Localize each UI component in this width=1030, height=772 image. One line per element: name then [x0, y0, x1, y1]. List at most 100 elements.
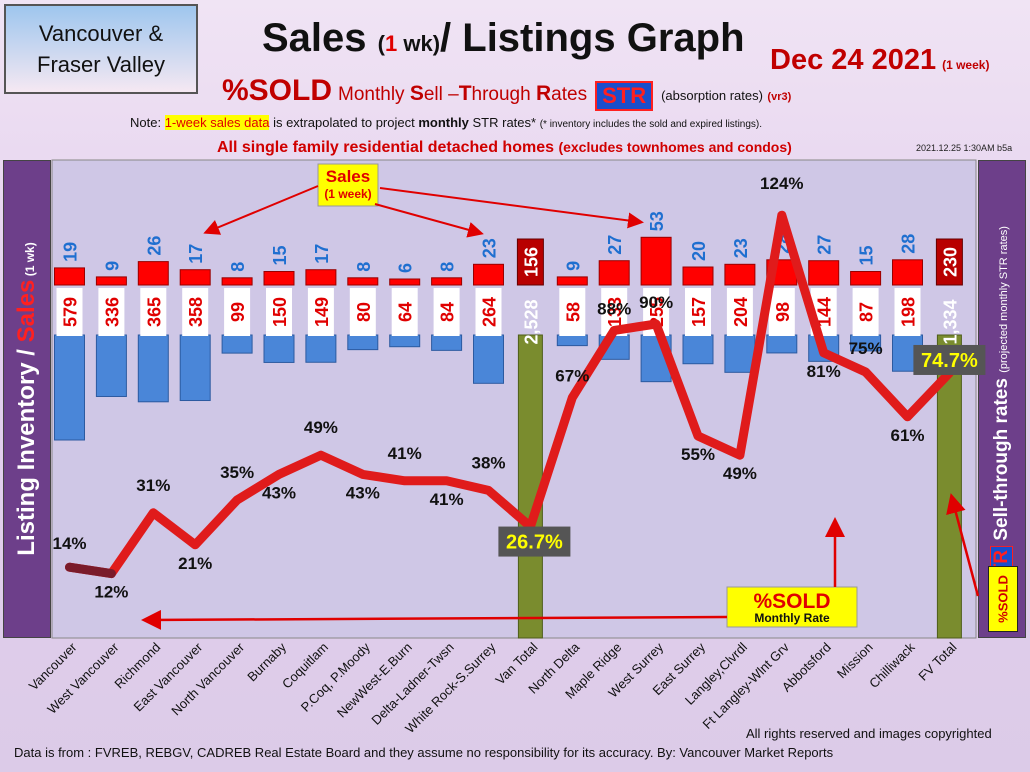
sales-bar — [640, 236, 672, 286]
sales-bar — [221, 277, 253, 286]
source-note: Data is from : FVREB, REBGV, CADREB Real… — [14, 745, 834, 760]
sales-bar — [431, 277, 463, 286]
inventory-label-box — [894, 288, 921, 336]
sales-bar — [54, 267, 85, 286]
sales-label: 19 — [61, 242, 81, 262]
sales-callout-title: Sales — [326, 167, 370, 186]
x-tick-label: FV Total — [915, 639, 959, 683]
str-label: 31% — [136, 476, 170, 495]
str-label: 81% — [807, 362, 841, 381]
method-note: Note: 1-week sales data is extrapolated … — [130, 115, 762, 130]
str-label: 75% — [849, 339, 883, 358]
inventory-bar — [347, 334, 379, 351]
inventory-label-box — [433, 288, 460, 336]
sales-bar — [850, 271, 882, 286]
inventory-label: 358 — [186, 297, 206, 327]
page-title: Sales (1 wk)/ Listings Graph — [262, 16, 752, 61]
str-label: 55% — [681, 445, 715, 464]
plot-border — [51, 159, 977, 639]
str-total-badge — [498, 526, 571, 557]
sales-label: 23 — [480, 238, 500, 258]
sales-bar — [682, 266, 714, 286]
sales-label: 20 — [689, 241, 709, 261]
sales-bar — [305, 269, 337, 286]
sales-label: 8 — [438, 262, 458, 272]
sales-label: 26 — [144, 236, 164, 256]
scope-note: All single family residential detached h… — [217, 139, 792, 157]
sales-bar — [598, 260, 630, 286]
inventory-label-box — [852, 288, 879, 336]
sales-label: 9 — [563, 261, 583, 271]
sales-label: 15 — [857, 245, 877, 265]
str-label: 49% — [304, 418, 338, 437]
sales-label: 53 — [647, 211, 667, 231]
note-end: STR rates* — [468, 115, 540, 130]
inventory-label-box — [768, 288, 795, 336]
inventory-label: 204 — [731, 297, 751, 327]
sales-callout-sub: (1 week) — [324, 187, 371, 201]
inventory-label: 149 — [312, 297, 332, 327]
sold-arrow-left — [141, 609, 728, 630]
note-highlight: 1-week sales data — [164, 115, 270, 130]
inventory-label: 157 — [689, 297, 709, 327]
inventory-bar — [95, 334, 127, 397]
inventory-label-box — [559, 288, 586, 336]
inventory-bar — [389, 334, 421, 348]
subtitle-ell: ell – — [423, 84, 459, 105]
inventory-label: 64 — [396, 302, 416, 322]
str-label: 43% — [346, 483, 380, 502]
sales-label: 27 — [605, 235, 625, 255]
sales-label: 23 — [731, 238, 751, 258]
title-listings: / Listings Graph — [440, 16, 745, 60]
str-label: 21% — [178, 554, 212, 573]
region-line-1: Vancouver & — [38, 21, 164, 46]
sold-callout-title: %SOLD — [753, 590, 830, 613]
total-column-bar — [517, 334, 543, 639]
str-label: 88% — [597, 299, 631, 318]
inventory-bar — [724, 334, 756, 373]
sales-bar — [473, 263, 504, 286]
scope-main: All single family residential detached h… — [217, 139, 559, 156]
sales-bar — [556, 276, 588, 286]
sold-callout-sub: Monthly Rate — [754, 611, 830, 625]
inventory-label: 2,528 — [521, 299, 541, 344]
report-date: Dec 24 2021 (1 week) — [770, 44, 989, 77]
sales-arrow-right — [379, 187, 644, 229]
str-label: 90% — [639, 293, 673, 312]
sales-bar-total — [516, 238, 544, 286]
inventory-bar — [682, 334, 714, 365]
sales-arrow-mid — [374, 203, 484, 238]
subtitle-monthly: Monthly — [338, 84, 410, 105]
right-axis-panel: STR Sell-through rates (projected monthl… — [978, 160, 1026, 638]
sales-callout-box — [317, 163, 379, 207]
subtitle-hrough: hrough — [471, 84, 536, 105]
str-label: 35% — [220, 463, 254, 482]
timestamp: 2021.12.25 1:30AM b5a — [916, 143, 1013, 153]
note-tiny: (* inventory includes the sold and expir… — [539, 119, 763, 130]
str-badge: STR — [595, 80, 654, 111]
inventory-label: 99 — [228, 302, 248, 322]
str-label: 43% — [262, 483, 296, 502]
str-label: 67% — [555, 367, 589, 386]
inventory-bar — [54, 334, 85, 441]
sales-bar — [724, 263, 756, 286]
sales-bar-total — [935, 238, 963, 286]
subtitle-sold: %SOLD — [222, 74, 333, 107]
inventory-label: 133 — [605, 297, 625, 327]
inventory-label-box — [140, 288, 167, 336]
inventory-label-box — [266, 288, 292, 336]
inventory-label: 1,334 — [940, 299, 960, 344]
sales-label: 8 — [228, 262, 248, 272]
str-total-badge — [913, 344, 986, 375]
sales-label: 17 — [312, 244, 332, 264]
inventory-label: 365 — [144, 297, 164, 327]
sold-arrow-right — [946, 493, 980, 597]
sales-bar — [808, 260, 840, 286]
inventory-bar — [221, 334, 253, 354]
inventory-label-box — [726, 288, 753, 336]
inventory-label: 84 — [438, 302, 458, 322]
str-label-total: 74.7% — [921, 350, 978, 372]
inventory-label: 98 — [773, 302, 793, 322]
absorption-note: (absorption rates) — [661, 88, 763, 103]
